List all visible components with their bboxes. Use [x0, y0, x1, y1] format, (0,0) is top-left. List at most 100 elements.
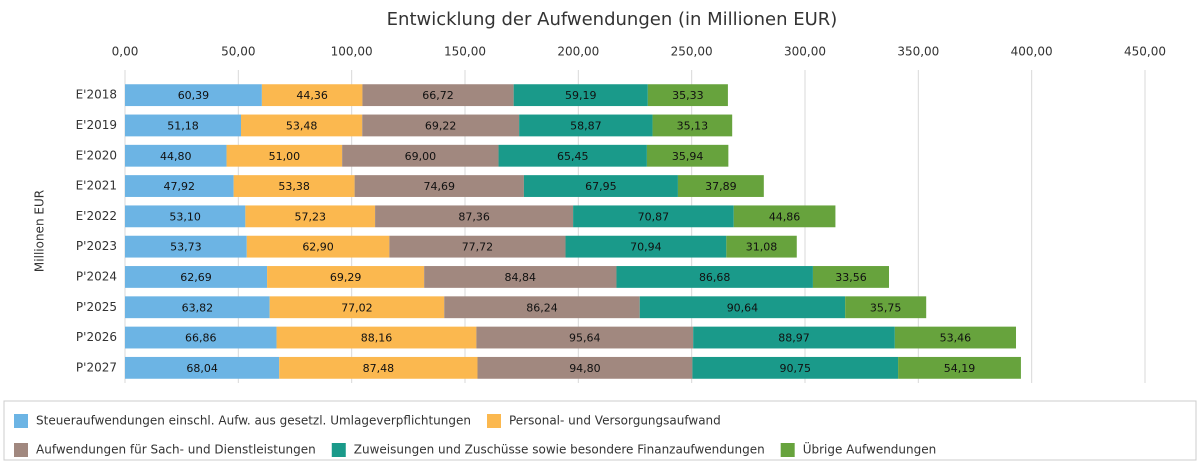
bar-segment	[125, 326, 277, 349]
data-label: 47,92	[164, 180, 196, 193]
data-label: 44,36	[296, 89, 328, 102]
bar-segment	[616, 266, 813, 288]
data-label: 53,10	[169, 210, 201, 223]
y-tick-label: E'2022	[76, 209, 117, 223]
data-label: 53,73	[170, 241, 202, 254]
bar-segment	[125, 144, 227, 167]
data-label: 66,86	[185, 332, 217, 345]
legend-label: Personal- und Versorgungsaufwand	[509, 414, 721, 428]
bar-segment	[342, 144, 499, 167]
y-tick-label: P'2026	[76, 330, 117, 344]
legend-label: Zuweisungen und Zuschüsse sowie besonder…	[354, 443, 765, 457]
data-label: 60,39	[178, 89, 210, 102]
data-label: 70,87	[638, 210, 670, 223]
data-label: 77,72	[462, 241, 494, 254]
bar-segment	[444, 296, 640, 319]
data-label: 35,13	[677, 119, 709, 132]
bar-segment	[513, 84, 648, 107]
bar-segment	[279, 356, 478, 379]
data-label: 44,86	[769, 210, 801, 223]
bar-segment	[241, 114, 363, 137]
data-label: 90,64	[727, 301, 759, 314]
data-label: 70,94	[630, 241, 662, 254]
data-label: 51,18	[167, 119, 199, 132]
y-tick-label: P'2023	[76, 239, 117, 253]
x-tick-label: 150,00	[444, 45, 486, 59]
bar-segment	[647, 84, 728, 107]
x-tick-label: 250,00	[671, 45, 713, 59]
data-label: 87,48	[363, 362, 395, 375]
bar-segment	[652, 114, 733, 137]
bar-segment	[375, 205, 574, 228]
bar-segment	[898, 356, 1021, 379]
bar-segment	[362, 114, 520, 137]
y-tick-label: E'2019	[76, 118, 117, 132]
data-label: 69,00	[405, 150, 437, 163]
bar-segment	[245, 205, 376, 228]
y-tick-label: E'2020	[76, 148, 117, 162]
bar-segment	[125, 205, 246, 228]
data-label: 58,87	[570, 119, 602, 132]
bar-segment	[269, 296, 445, 319]
data-label: 67,95	[585, 180, 617, 193]
data-label: 88,97	[778, 332, 810, 345]
data-label: 33,56	[835, 271, 867, 284]
bar-segment	[125, 356, 280, 379]
bar-segment	[476, 326, 694, 349]
data-label: 54,19	[944, 362, 976, 375]
y-tick-label: E'2018	[76, 88, 117, 102]
x-tick-label: 300,00	[784, 45, 826, 59]
bar-segment	[477, 356, 693, 379]
bar-segment	[845, 296, 927, 319]
data-label: 86,68	[699, 271, 731, 284]
chart-title: Entwicklung der Aufwendungen (in Million…	[387, 9, 838, 30]
data-label: 77,02	[341, 301, 373, 314]
legend-label: Übrige Aufwendungen	[803, 441, 937, 457]
bar-segment	[693, 326, 895, 349]
bar-segment	[894, 326, 1017, 349]
legend-swatch	[331, 443, 346, 457]
bar-segment	[362, 84, 514, 107]
legend-swatch	[487, 414, 501, 428]
legend-swatch	[780, 443, 795, 457]
data-label: 88,16	[361, 332, 393, 345]
bar-segment	[125, 296, 270, 319]
legend-box	[3, 400, 1197, 461]
data-label: 53,46	[940, 332, 972, 345]
bar-segment	[125, 235, 247, 258]
bar-segment	[261, 84, 363, 107]
data-label: 95,64	[569, 332, 601, 345]
data-label: 69,29	[330, 271, 362, 284]
y-tick-label: P'2025	[76, 300, 117, 314]
bar-segment	[498, 144, 647, 167]
bar-segment	[646, 144, 729, 167]
bar-segment	[246, 235, 390, 258]
data-label: 90,75	[779, 362, 811, 375]
data-label: 59,19	[565, 89, 597, 102]
legend-swatch	[14, 414, 28, 428]
data-label: 84,84	[505, 271, 537, 284]
data-label: 53,48	[286, 119, 318, 132]
data-label: 94,80	[569, 362, 601, 375]
y-axis-label: Millionen EUR	[33, 190, 47, 272]
bar-segment	[639, 296, 846, 319]
x-tick-label: 350,00	[897, 45, 939, 59]
bar-segment	[125, 266, 268, 288]
x-tick-label: 400,00	[1011, 45, 1053, 59]
data-label: 66,72	[422, 89, 454, 102]
data-label: 69,22	[425, 119, 457, 132]
bar-segment	[519, 114, 653, 137]
data-label: 74,69	[424, 180, 456, 193]
bar-segment	[125, 175, 234, 197]
bar-segment	[565, 235, 727, 258]
x-tick-label: 200,00	[557, 45, 599, 59]
data-label: 35,94	[672, 150, 704, 163]
bar-segment	[726, 235, 797, 258]
data-label: 86,24	[526, 301, 558, 314]
bar-segment	[354, 175, 524, 197]
bar-segment	[389, 235, 566, 258]
bar-segment	[677, 175, 764, 197]
data-label: 63,82	[182, 301, 214, 314]
bar-segment	[424, 266, 617, 288]
